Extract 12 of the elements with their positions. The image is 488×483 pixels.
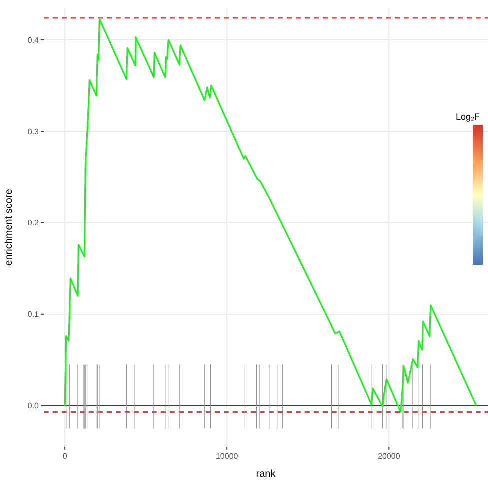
- x-axis-title: rank: [256, 469, 277, 480]
- y-tick-label: 0.0: [28, 402, 40, 411]
- color-bar-title: Log₂F: [456, 112, 481, 122]
- y-tick-label: 0.3: [28, 127, 40, 136]
- y-axis-title: enrichment score: [4, 188, 15, 266]
- colour-scale: Log₂F: [456, 112, 483, 265]
- y-tick-label: 0.2: [28, 218, 40, 228]
- y-tick-label: 0.1: [28, 310, 40, 320]
- y-tick-label: 0.4: [28, 36, 40, 45]
- x-tick-label: 0: [62, 452, 68, 461]
- x-tick-label: 20000: [378, 452, 401, 461]
- x-tick-label: 10000: [216, 452, 239, 461]
